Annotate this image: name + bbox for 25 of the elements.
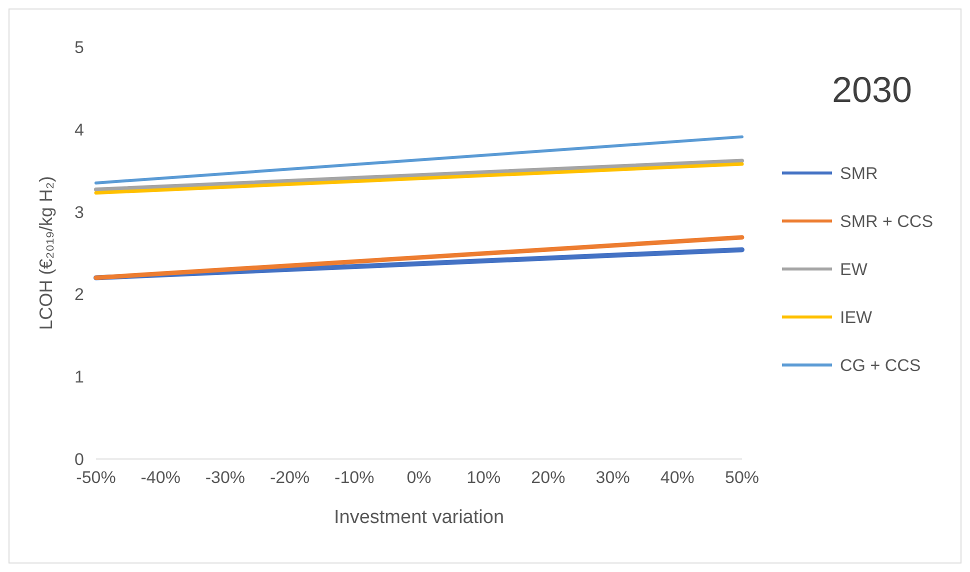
y-axis-title: LCOH (€₂₀₁₉/kg H₂) [36,176,56,330]
y-tick-label: 0 [74,450,84,469]
legend-label: EW [840,260,868,279]
legend-label: CG + CCS [840,356,921,375]
y-tick-label: 1 [74,368,84,387]
legend-label: SMR + CCS [840,212,934,231]
x-tick-label: 0% [406,468,432,487]
x-tick-label: 20% [531,468,566,487]
y-tick-label: 5 [74,38,84,57]
x-tick-label: -30% [205,468,246,487]
x-tick-label: -50% [76,468,116,487]
x-tick-label: 40% [660,468,694,487]
x-tick-label: -20% [270,468,310,487]
y-tick-label: 2 [74,285,84,304]
x-tick-label: 30% [596,468,630,487]
x-axis-title: Investment variation [334,507,504,528]
y-tick-label: 3 [74,202,84,222]
x-tick-label: 50% [724,468,760,487]
text: 2030 [832,69,912,110]
x-tick-label: 10% [466,468,501,487]
x-tick-label: -40% [140,468,180,487]
y-tick-label: 4 [74,120,84,140]
x-tick-label: -10% [334,468,374,487]
legend-label: IEW [840,308,872,327]
legend-label: SMR [840,164,878,183]
